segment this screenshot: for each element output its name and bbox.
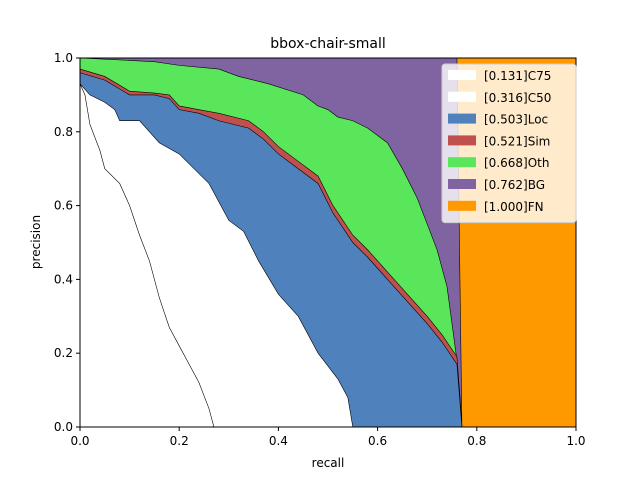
chart-title: bbox-chair-small xyxy=(270,36,386,52)
legend-label: [0.503]Loc xyxy=(484,113,548,127)
legend-label: [0.316]C50 xyxy=(484,91,551,105)
legend-swatch xyxy=(448,157,476,168)
x-axis-title: recall xyxy=(312,456,345,470)
x-tick-label: 1.0 xyxy=(566,434,585,448)
legend: [0.131]C75 [0.316]C50 [0.503]Loc [0.521]Sim… xyxy=(441,63,577,224)
y-tick-label: 0.6 xyxy=(54,199,73,213)
x-tick-label: 0.4 xyxy=(269,434,288,448)
legend-swatch xyxy=(448,179,476,189)
legend-label: [0.762]BG xyxy=(484,178,545,192)
area-0-131-c75 xyxy=(79,83,215,428)
y-tick-label: 0.4 xyxy=(54,272,73,286)
y-tick-label: 0.2 xyxy=(54,346,73,360)
legend-swatch xyxy=(448,200,476,211)
y-axis-title: precision xyxy=(29,215,43,269)
y-axis-ticks: 0.0 0.2 0.4 0.6 0.8 1.0 xyxy=(54,51,80,434)
y-tick-label: 1.0 xyxy=(54,51,73,65)
legend-swatch xyxy=(448,70,476,80)
legend-label: [1.000]FN xyxy=(484,200,544,214)
legend-label: [0.131]C75 xyxy=(484,69,551,83)
legend-label: [0.668]Oth xyxy=(484,156,549,170)
legend-label: [0.521]Sim xyxy=(484,134,550,148)
y-tick-label: 0.0 xyxy=(54,420,73,434)
plot-frame xyxy=(79,57,577,428)
series-areas xyxy=(79,57,577,428)
x-axis-ticks: 0.0 0.2 0.4 0.6 0.8 1.0 xyxy=(70,427,586,448)
legend-swatch xyxy=(448,91,476,102)
y-tick-label: 0.8 xyxy=(54,125,73,139)
x-tick-label: 0.2 xyxy=(170,434,189,448)
legend-swatch xyxy=(448,113,476,124)
x-tick-label: 0.8 xyxy=(467,434,486,448)
x-tick-label: 0.6 xyxy=(368,434,387,448)
x-tick-label: 0.0 xyxy=(70,434,89,448)
legend-swatch xyxy=(448,135,476,146)
